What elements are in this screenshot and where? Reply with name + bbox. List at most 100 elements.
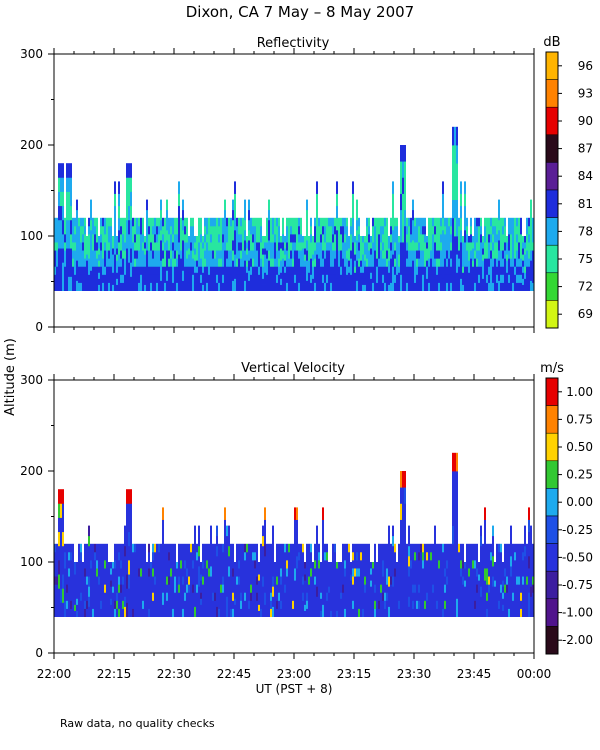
radar-data-cell: [434, 525, 436, 537]
radar-data-cell: [476, 592, 478, 601]
radar-data-cell: [424, 600, 426, 609]
radar-data-cell: [306, 229, 308, 241]
radar-data-cell: [84, 592, 86, 601]
radar-data-cell: [396, 242, 398, 251]
radar-data-cell: [274, 574, 276, 581]
radar-data-cell: [476, 584, 478, 593]
radar-data-cell: [456, 145, 458, 164]
radar-data-cell: [194, 242, 196, 249]
radar-data-cell: [298, 242, 300, 251]
radar-data-cell: [68, 262, 70, 277]
radar-data-cell: [368, 266, 370, 275]
radar-data-cell: [334, 600, 336, 609]
radar-data-cell: [240, 242, 242, 251]
radar-data-cell: [504, 559, 506, 569]
radar-data-cell: [86, 260, 88, 267]
radar-data-cell: [188, 608, 190, 617]
radar-data-cell: [318, 258, 320, 267]
radar-data-cell: [358, 584, 360, 593]
radar-data-cell: [322, 580, 324, 593]
radar-data-cell: [296, 507, 298, 520]
radar-data-cell: [450, 274, 452, 283]
radar-data-cell: [472, 266, 474, 273]
radar-data-cell: [112, 284, 114, 291]
radar-data-cell: [192, 233, 194, 243]
radar-data-cell: [378, 282, 380, 291]
radar-data-cell: [528, 217, 530, 227]
radar-data-cell: [368, 242, 370, 251]
radar-data-cell: [282, 576, 284, 585]
radar-data-cell: [458, 608, 460, 617]
radar-data-cell: [232, 240, 234, 251]
radar-data-cell: [482, 568, 484, 577]
radar-data-cell: [276, 592, 278, 601]
radar-data-cell: [492, 576, 494, 587]
radar-data-cell: [254, 282, 256, 291]
radar-data-cell: [254, 559, 256, 569]
radar-data-cell: [410, 559, 412, 569]
radar-data-cell: [382, 250, 384, 259]
radar-data-cell: [72, 242, 74, 251]
radar-data-cell: [288, 576, 290, 585]
radar-data-cell: [116, 559, 118, 569]
radar-data-cell: [524, 535, 526, 547]
radar-data-cell: [314, 274, 316, 283]
radar-data-cell: [468, 236, 470, 243]
radar-data-cell: [320, 562, 322, 569]
radar-data-cell: [112, 592, 114, 599]
radar-data-cell: [462, 266, 464, 273]
radar-data-cell: [520, 584, 522, 593]
radar-data-cell: [480, 225, 482, 235]
radar-data-cell: [106, 600, 108, 609]
radar-data-cell: [194, 284, 196, 291]
radar-data-cell: [468, 600, 470, 609]
radar-data-cell: [452, 272, 454, 291]
radar-data-cell: [72, 584, 74, 593]
radar-data-cell: [288, 250, 290, 259]
radar-data-cell: [112, 598, 114, 605]
radar-data-cell: [276, 608, 278, 617]
radar-data-cell: [344, 608, 346, 617]
radar-data-cell: [138, 559, 140, 569]
radar-data-cell: [330, 266, 332, 275]
radar-data-cell: [100, 266, 102, 275]
radar-data-cell: [304, 266, 306, 273]
radar-data-cell: [408, 576, 410, 587]
radar-data-cell: [422, 568, 424, 577]
radar-data-cell: [96, 266, 98, 275]
radar-data-cell: [294, 519, 296, 533]
radar-data-cell: [412, 592, 414, 601]
radar-data-cell: [484, 217, 486, 227]
radar-data-cell: [90, 592, 92, 601]
radar-data-cell: [326, 608, 328, 617]
radar-data-cell: [338, 242, 340, 251]
radar-data-cell: [498, 280, 500, 291]
radar-data-cell: [310, 242, 312, 251]
radar-data-cell: [384, 543, 386, 553]
radar-data-cell: [84, 233, 86, 243]
radar-data-cell: [516, 559, 518, 569]
radar-data-cell: [454, 471, 456, 490]
radar-data-cell: [194, 272, 196, 279]
reflectivity-units: dB: [543, 35, 560, 50]
radar-data-cell: [512, 225, 514, 235]
radar-data-cell: [440, 266, 442, 275]
radar-data-cell: [224, 240, 226, 251]
radar-data-cell: [182, 270, 184, 281]
radar-data-cell: [324, 217, 326, 227]
radar-data-cell: [322, 225, 324, 235]
radar-data-cell: [74, 217, 76, 227]
radar-data-cell: [162, 531, 164, 545]
radar-data-cell: [358, 250, 360, 259]
radar-data-cell: [64, 266, 66, 275]
radar-data-cell: [274, 610, 276, 617]
radar-data-cell: [236, 233, 238, 243]
radar-data-cell: [270, 568, 272, 577]
radar-data-cell: [348, 568, 350, 577]
radar-data-cell: [356, 600, 358, 609]
radar-data-cell: [486, 217, 488, 227]
radar-data-cell: [350, 233, 352, 243]
radar-data-cell: [88, 586, 90, 597]
radar-data-cell: [182, 199, 184, 211]
radar-data-cell: [452, 598, 454, 617]
